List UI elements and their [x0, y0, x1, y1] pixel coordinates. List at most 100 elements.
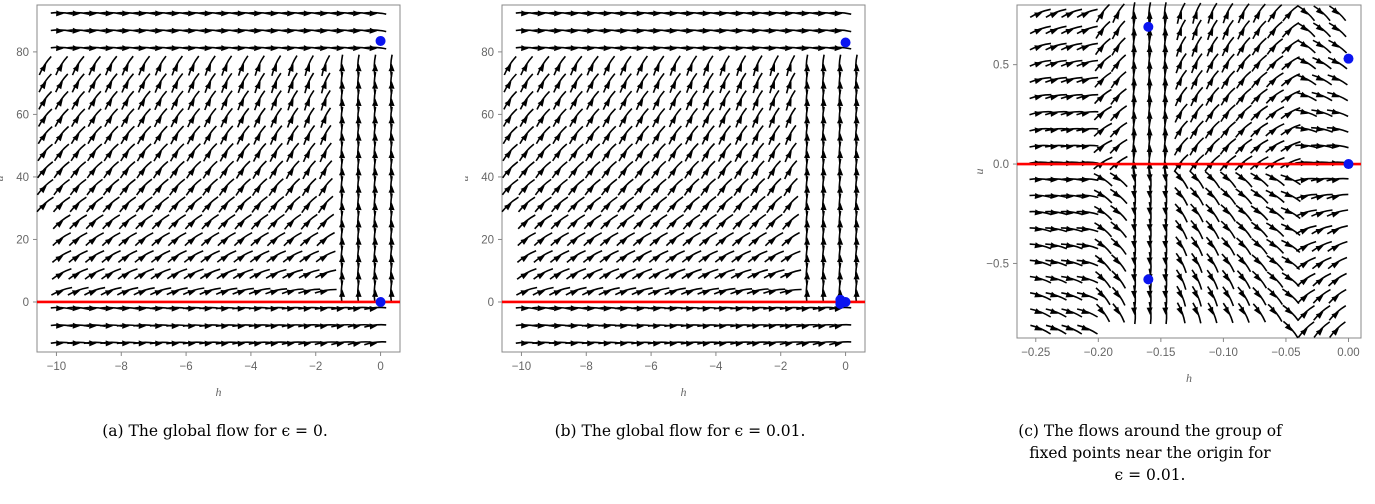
streamline: [515, 46, 538, 50]
stream-arrow: [388, 115, 395, 124]
stream-arrow: [1191, 240, 1198, 249]
stream-arrow: [768, 185, 776, 194]
streamline: [1310, 193, 1333, 200]
stream-arrow: [702, 203, 710, 211]
stream-arrow: [1034, 78, 1043, 85]
stream-arrow: [1175, 223, 1183, 232]
stream-arrow: [388, 98, 395, 106]
stream-arrow: [853, 271, 860, 280]
streamline: [1044, 76, 1067, 84]
streamline: [1061, 324, 1083, 335]
stream-arrow: [853, 254, 860, 263]
streamline: [1265, 89, 1285, 104]
streamline: [1060, 127, 1083, 132]
stream-arrow: [570, 255, 578, 262]
streamline: [218, 196, 235, 213]
streamline: [121, 55, 134, 76]
stream-arrow: [784, 273, 793, 279]
stream-arrow: [718, 185, 726, 194]
stream-arrow: [339, 289, 346, 297]
streamline: [702, 55, 714, 76]
streamline: [298, 341, 321, 346]
streamline: [1222, 302, 1234, 324]
stream-arrow: [785, 305, 793, 312]
stream-arrow: [768, 289, 777, 296]
stream-arrow: [837, 202, 844, 211]
streamline: [138, 55, 151, 76]
stream-arrow: [89, 45, 97, 52]
stream-arrow: [287, 305, 295, 312]
streamline: [219, 125, 234, 145]
streamline: [133, 29, 156, 33]
streamline: [733, 195, 750, 213]
stream-arrow: [1162, 274, 1169, 282]
streamline: [1094, 54, 1112, 72]
streamline: [186, 143, 201, 162]
streamline: [715, 231, 734, 247]
streamline: [619, 55, 632, 76]
streamline: [503, 73, 517, 93]
streamline: [603, 55, 616, 76]
streamline: [763, 341, 786, 346]
stream-arrow: [735, 238, 743, 245]
stream-arrow: [504, 151, 512, 159]
stream-arrow: [336, 323, 345, 330]
streamline: [119, 178, 136, 196]
stream-arrow: [1081, 94, 1090, 101]
stream-arrow: [205, 63, 212, 72]
stream-arrow: [56, 81, 63, 90]
stream-arrow: [1034, 193, 1043, 199]
streamline: [667, 178, 684, 196]
streamline: [1250, 139, 1269, 154]
streamline: [83, 29, 106, 33]
streamline: [1093, 139, 1113, 154]
x-tick-label: 0: [377, 361, 383, 373]
stream-arrow: [603, 322, 612, 329]
stream-arrow: [820, 150, 827, 159]
stream-arrow: [1237, 128, 1246, 136]
stream-arrow: [586, 203, 595, 211]
stream-arrow: [1191, 290, 1198, 299]
streamline: [631, 11, 654, 15]
streamline: [1265, 189, 1285, 204]
streamline: [1326, 225, 1348, 235]
streamline: [735, 90, 747, 111]
streamline: [550, 196, 569, 213]
streamline: [150, 268, 171, 280]
stream-arrow: [751, 255, 760, 262]
stream-arrow: [388, 254, 395, 263]
stream-arrow: [653, 10, 661, 17]
streamline: [1312, 288, 1331, 304]
stream-arrow: [253, 203, 262, 211]
stream-arrow: [221, 81, 228, 90]
stream-arrow: [702, 10, 711, 17]
streamline: [617, 196, 635, 213]
stream-arrow: [586, 238, 595, 245]
stream-arrow: [105, 133, 113, 142]
streamline: [1190, 69, 1203, 90]
stream-arrow: [1097, 11, 1105, 20]
stream-arrow: [570, 168, 578, 176]
streamline: [634, 160, 650, 179]
streamline: [137, 108, 152, 128]
stream-arrow: [154, 185, 163, 194]
stream-arrow: [686, 133, 693, 142]
stream-arrow: [1191, 78, 1198, 87]
stream-arrow: [686, 305, 694, 312]
streamline: [37, 125, 53, 145]
stream-arrow: [1237, 223, 1246, 232]
streamline: [116, 11, 139, 15]
stream-arrow: [669, 45, 678, 52]
stream-arrow: [735, 273, 744, 279]
stream-arrow: [1081, 143, 1090, 150]
stream-arrow: [1034, 275, 1043, 281]
stream-arrow: [669, 168, 677, 176]
streamline: [515, 324, 538, 328]
streamline: [536, 55, 550, 76]
streamline: [733, 178, 749, 196]
streamline: [1076, 93, 1099, 100]
stream-arrow: [1331, 57, 1340, 65]
stream-arrow: [837, 254, 844, 263]
streamline: [1029, 110, 1052, 116]
stream-arrow: [188, 323, 196, 330]
